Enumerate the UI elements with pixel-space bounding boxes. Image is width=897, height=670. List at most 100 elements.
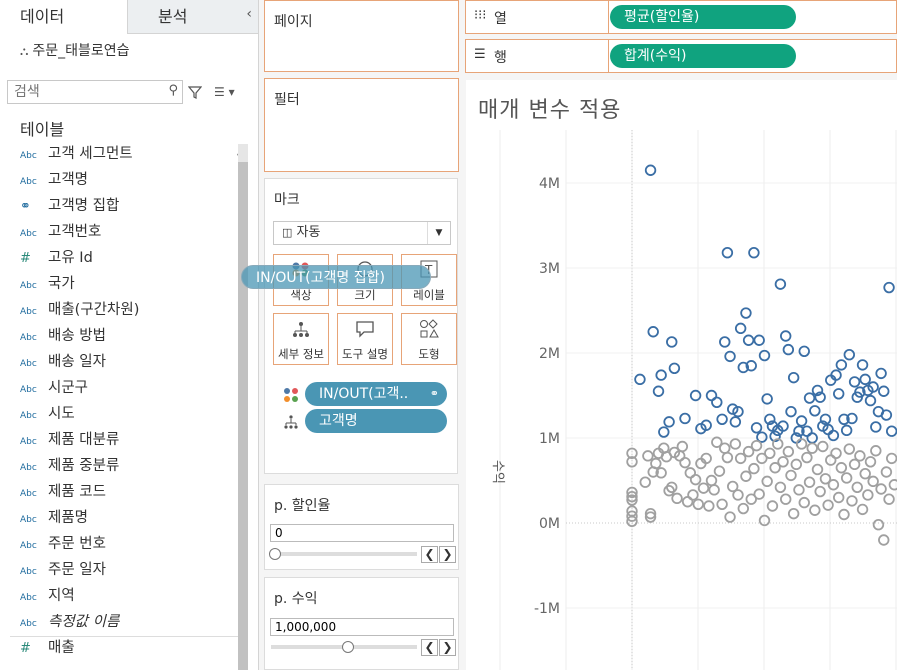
collapse-pane-icon[interactable]: ‹: [246, 6, 252, 22]
field-item[interactable]: # 고유 Id: [20, 245, 93, 271]
data-point-out[interactable]: [854, 450, 866, 462]
field-item[interactable]: Abc 주문 일자: [20, 557, 106, 583]
data-point-out[interactable]: [883, 493, 895, 505]
slider-thumb[interactable]: [269, 548, 281, 560]
data-point-out[interactable]: [758, 514, 771, 527]
data-point-out[interactable]: [766, 500, 779, 512]
field-item[interactable]: Abc 지역: [20, 583, 75, 609]
data-point-in[interactable]: [769, 430, 781, 443]
tooltip-button[interactable]: 도구 설명: [337, 313, 393, 365]
data-point-in[interactable]: [846, 412, 858, 425]
data-point-in[interactable]: [745, 360, 757, 372]
data-point-out[interactable]: [851, 481, 863, 494]
data-point-in[interactable]: [856, 359, 869, 371]
field-item[interactable]: # 매출: [20, 635, 75, 661]
field-item[interactable]: Abc 배송 일자: [20, 349, 106, 375]
data-point-out[interactable]: [676, 440, 689, 453]
shape-button[interactable]: 도형: [401, 313, 457, 365]
data-point-out[interactable]: [745, 493, 757, 505]
data-point-out[interactable]: [689, 473, 702, 486]
data-point-in[interactable]: [782, 343, 795, 356]
parameter-input[interactable]: [270, 524, 454, 542]
data-point-out[interactable]: [774, 481, 787, 494]
field-item[interactable]: ⚭ 고객명 집합: [20, 193, 119, 219]
data-point-out[interactable]: [756, 452, 768, 465]
data-point-in[interactable]: [689, 389, 702, 402]
data-point-in[interactable]: [647, 326, 659, 338]
field-item[interactable]: Abc 국가: [20, 271, 75, 297]
data-point-out[interactable]: [872, 519, 885, 531]
data-point-in[interactable]: [854, 386, 866, 398]
rows-pill[interactable]: 합계(수익): [610, 44, 796, 68]
data-point-in[interactable]: [748, 246, 760, 259]
data-point-out[interactable]: [777, 456, 789, 468]
data-point-out[interactable]: [626, 490, 638, 503]
data-point-out[interactable]: [626, 515, 638, 528]
data-point-out[interactable]: [886, 452, 897, 465]
data-point-out[interactable]: [822, 499, 834, 511]
data-point-in[interactable]: [729, 416, 742, 428]
data-point-in[interactable]: [838, 413, 850, 426]
data-point-out[interactable]: [843, 443, 856, 455]
data-point-out[interactable]: [870, 445, 882, 457]
data-point-out[interactable]: [780, 493, 792, 505]
pill-detail-field[interactable]: 고객명: [305, 409, 447, 433]
data-point-out[interactable]: [626, 494, 638, 506]
data-point-out[interactable]: [666, 481, 678, 494]
data-point-out[interactable]: [644, 511, 657, 523]
field-item[interactable]: Abc 시군구: [20, 375, 88, 401]
data-point-out[interactable]: [862, 489, 874, 501]
data-point-out[interactable]: [705, 474, 718, 487]
data-point-out[interactable]: [793, 484, 805, 496]
data-point-in[interactable]: [809, 405, 821, 417]
data-point-out[interactable]: [734, 452, 747, 465]
data-point-out[interactable]: [753, 488, 765, 500]
scrollbar-thumb[interactable]: [238, 162, 248, 670]
data-point-in[interactable]: [777, 420, 789, 432]
data-point-in[interactable]: [732, 405, 744, 418]
data-point-out[interactable]: [880, 466, 893, 478]
field-item[interactable]: Abc 고객명: [20, 167, 88, 193]
data-point-out[interactable]: [729, 438, 742, 450]
data-point-in[interactable]: [700, 419, 712, 431]
data-point-in[interactable]: [833, 388, 845, 400]
data-point-in[interactable]: [880, 409, 893, 421]
data-point-out[interactable]: [655, 467, 667, 479]
search-box[interactable]: ⚲: [7, 80, 183, 104]
data-point-in[interactable]: [652, 385, 665, 397]
mark-type-dropdown[interactable]: ◫ 자동 ▼: [273, 221, 451, 245]
slider-prev-icon[interactable]: ❮: [421, 639, 438, 656]
data-point-out[interactable]: [809, 504, 821, 516]
data-point-in[interactable]: [883, 281, 895, 294]
filter-icon[interactable]: [187, 84, 203, 103]
data-point-in[interactable]: [795, 415, 808, 427]
data-point-out[interactable]: [848, 458, 861, 471]
field-item[interactable]: Abc 시도: [20, 401, 75, 427]
data-point-in[interactable]: [827, 429, 840, 442]
data-point-in[interactable]: [753, 334, 765, 346]
data-point-in[interactable]: [668, 362, 681, 375]
filters-shelf[interactable]: 필터: [264, 78, 459, 172]
search-input[interactable]: [8, 81, 164, 102]
slider-thumb[interactable]: [342, 641, 354, 653]
slider-next-icon[interactable]: ❯: [439, 639, 456, 656]
data-point-in[interactable]: [798, 345, 810, 358]
data-point-in[interactable]: [658, 426, 670, 438]
field-item[interactable]: Abc 고객번호: [20, 219, 101, 245]
data-point-out[interactable]: [798, 496, 810, 509]
data-point-out[interactable]: [650, 457, 662, 470]
pill-color-field[interactable]: IN/OUT(고객.. ⚭: [305, 382, 447, 406]
data-point-out[interactable]: [814, 485, 826, 498]
data-point-in[interactable]: [774, 278, 787, 290]
data-point-out[interactable]: [713, 465, 726, 477]
data-point-out[interactable]: [795, 438, 808, 450]
data-point-in[interactable]: [875, 367, 887, 380]
pages-shelf[interactable]: 페이지: [264, 0, 459, 72]
data-point-in[interactable]: [737, 361, 750, 374]
data-point-out[interactable]: [790, 458, 803, 471]
data-point-out[interactable]: [811, 463, 824, 476]
data-point-out[interactable]: [708, 484, 720, 496]
data-point-in[interactable]: [761, 393, 773, 405]
data-point-in[interactable]: [886, 425, 897, 437]
data-point-out[interactable]: [719, 442, 731, 454]
